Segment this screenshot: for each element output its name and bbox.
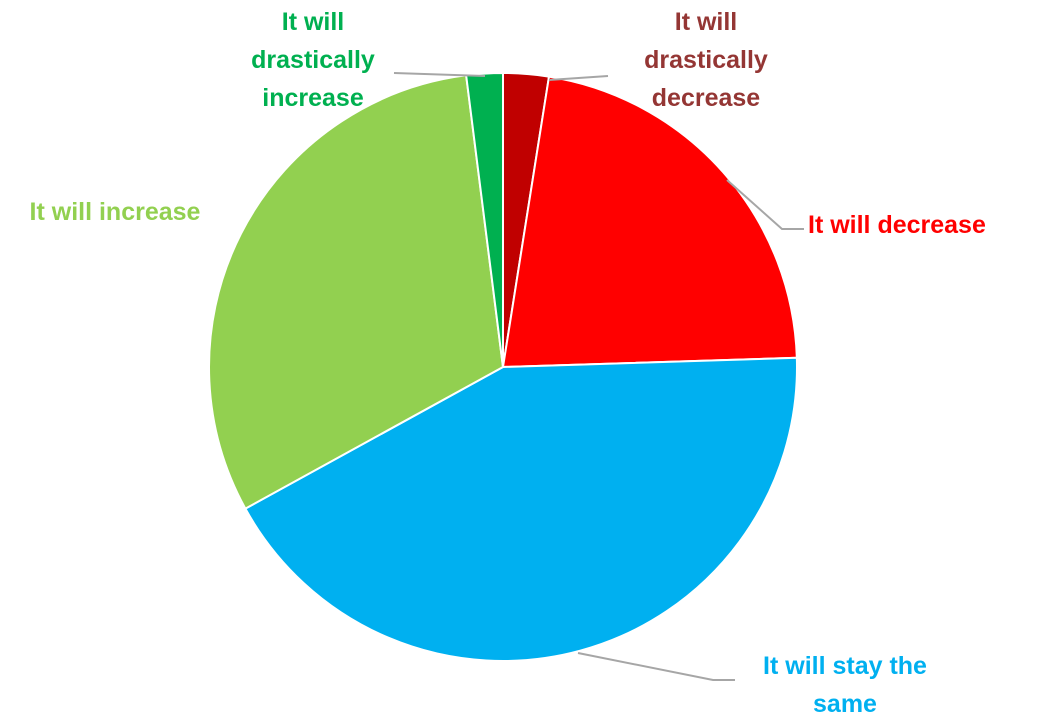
slice-label-line: It will decrease (808, 211, 986, 239)
pie-slice-4 (208, 74, 505, 510)
slice-label-line: It will (675, 8, 738, 36)
slice-label-5: It will drastically increase (251, 8, 375, 112)
slice-label-line: decrease (652, 84, 761, 112)
slices-layer (208, 71, 798, 662)
slice-label-line: drastically (644, 46, 768, 74)
slice-label-4: It will increase (30, 198, 201, 226)
leader-line-5 (393, 72, 486, 77)
leader-lines-layer (393, 72, 804, 681)
slice-label-1: It will drastically decrease (644, 8, 768, 112)
slice-label-line: It will stay the (763, 652, 927, 680)
slice-label-3: It will stay the same (763, 652, 927, 718)
slice-label-line: It will (282, 8, 345, 36)
leader-line-2 (726, 179, 804, 230)
slice-label-line: same (813, 690, 877, 718)
leader-line-3 (577, 652, 735, 681)
pie-slice-2 (501, 75, 798, 369)
leader-line-1 (548, 75, 609, 81)
slice-label-2: It will decrease (808, 211, 986, 239)
slice-label-line: increase (262, 84, 364, 112)
slice-label-line: drastically (251, 46, 375, 74)
labels-layer: It will drastically decrease It will decrea… (30, 8, 986, 718)
slice-label-line: It will increase (30, 198, 201, 226)
